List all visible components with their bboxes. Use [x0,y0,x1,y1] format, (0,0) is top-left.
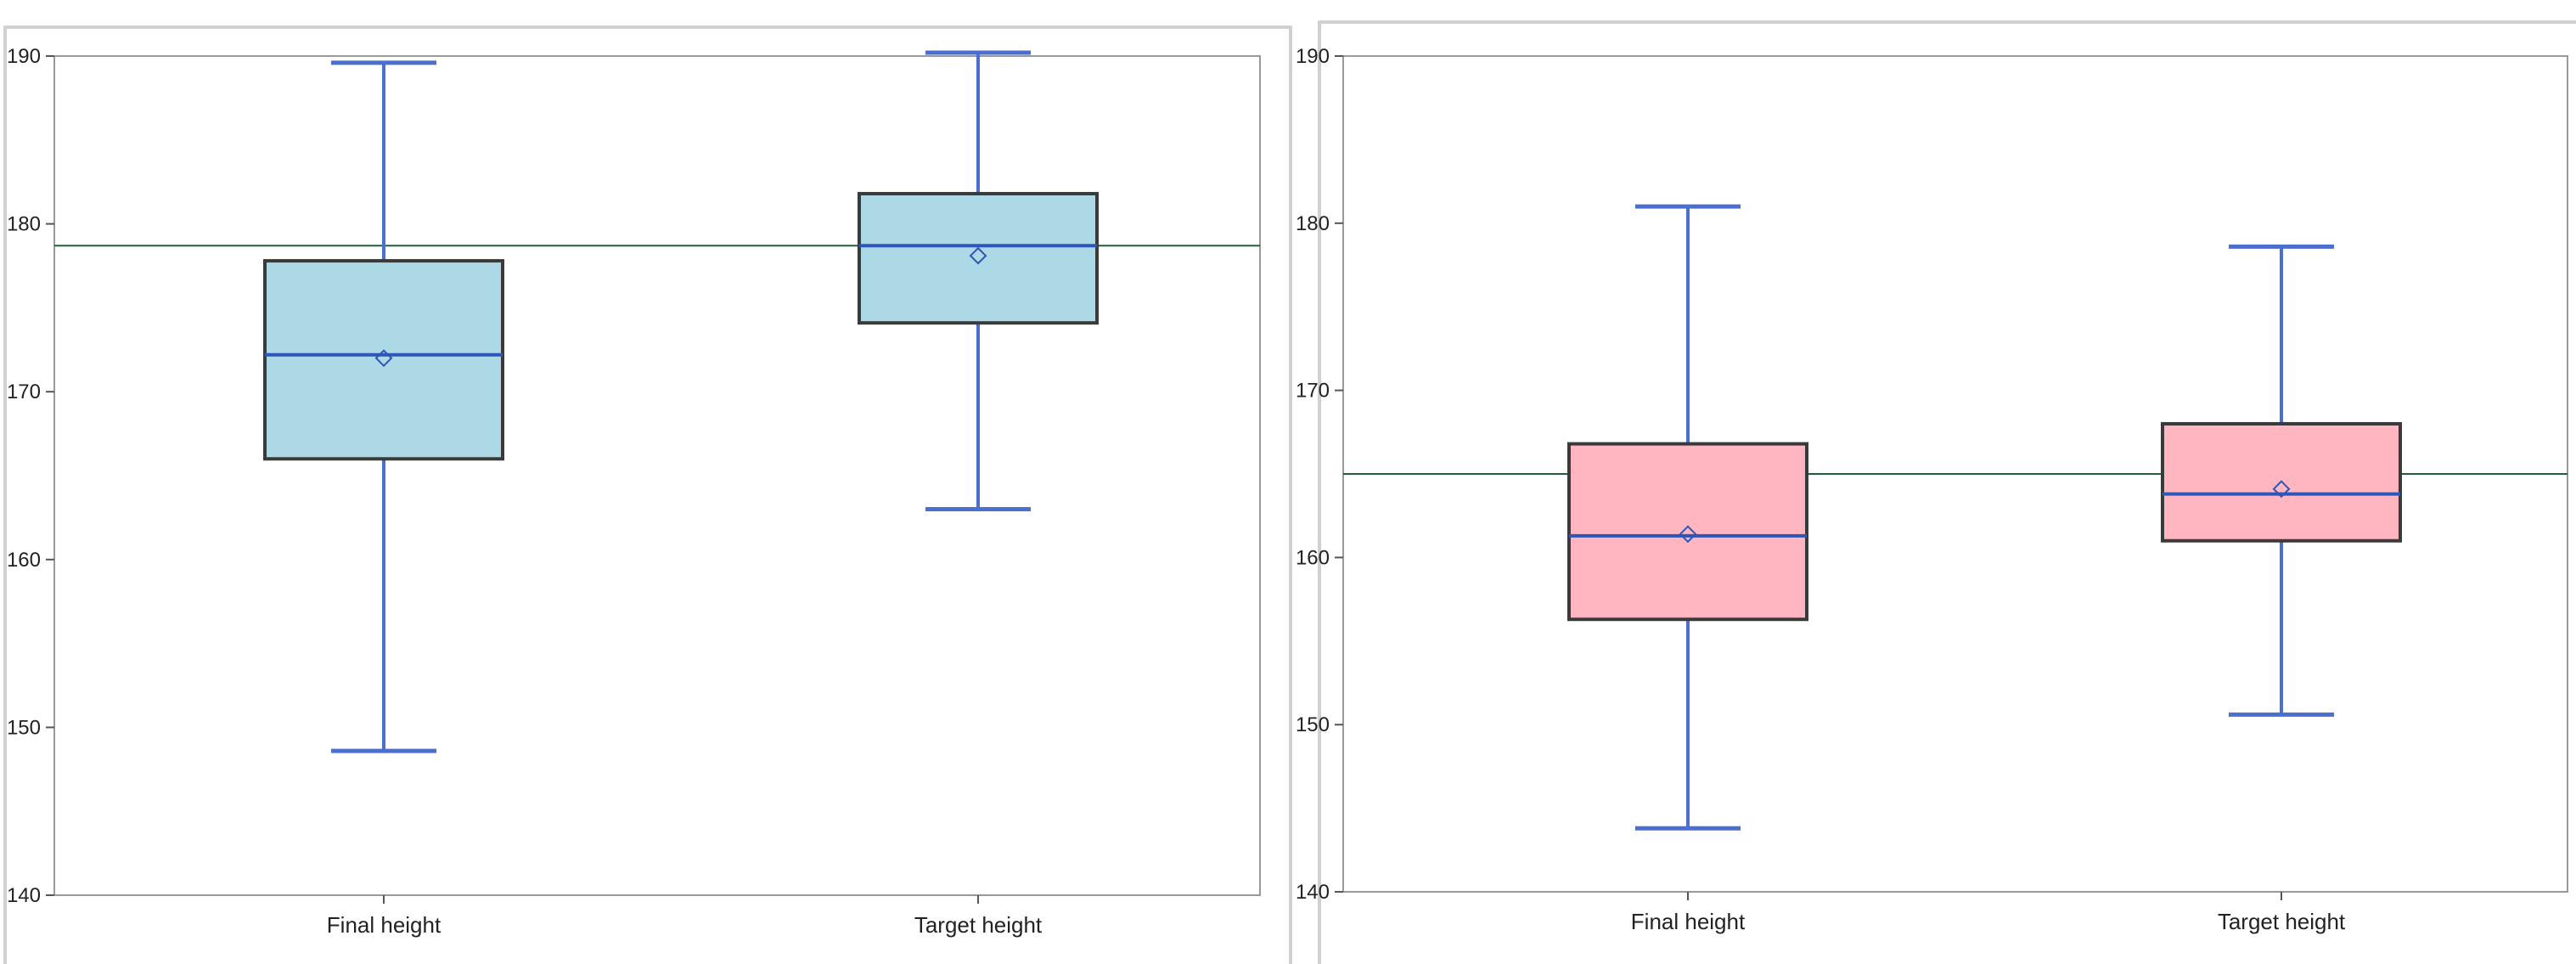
iqr-box [1567,442,1808,622]
right-boxplot: 140 150 160 170 180 190 Final height Target hei… [1296,45,2568,934]
y-tick-label: 150 [1296,713,1330,736]
box-final-height [1567,204,1808,831]
left-boxplot: 140 150 160 170 180 190 Final height Target hei… [7,45,1261,938]
y-tick-label: 160 [1296,546,1330,569]
box-target-height [2161,244,2402,717]
left-chart-panel: 140 150 160 170 180 190 Final height Target hei… [3,25,1292,964]
iqr-box [263,259,504,461]
y-tick-label: 140 [7,884,41,907]
mean-marker [2272,480,2291,499]
y-tick-label: 190 [7,45,41,68]
plot-area [53,55,1261,896]
y-tick-label: 140 [1296,881,1330,904]
x-category-label: Final height [1631,909,1746,934]
y-tick-label: 190 [1296,45,1330,68]
mean-marker [969,246,987,265]
y-tick-label: 180 [1296,212,1330,235]
x-category-label: Final height [327,912,442,938]
y-tick-label: 170 [7,381,41,403]
right-chart-panel: 140 150 160 170 180 190 Final height Target hei… [1296,0,2576,964]
x-category-label: Target height [2218,909,2346,934]
iqr-box [858,192,1099,325]
y-tick-label: 180 [7,213,41,236]
mean-marker [374,349,393,368]
box-final-height [263,60,504,753]
box-target-height [858,50,1099,512]
y-tick-label: 150 [7,716,41,739]
y-tick-label: 160 [7,549,41,572]
y-tick-label: 170 [1296,380,1330,403]
mean-marker [1679,525,1697,544]
left-chart-frame [3,25,1292,964]
x-category-label: Target height [914,912,1043,938]
